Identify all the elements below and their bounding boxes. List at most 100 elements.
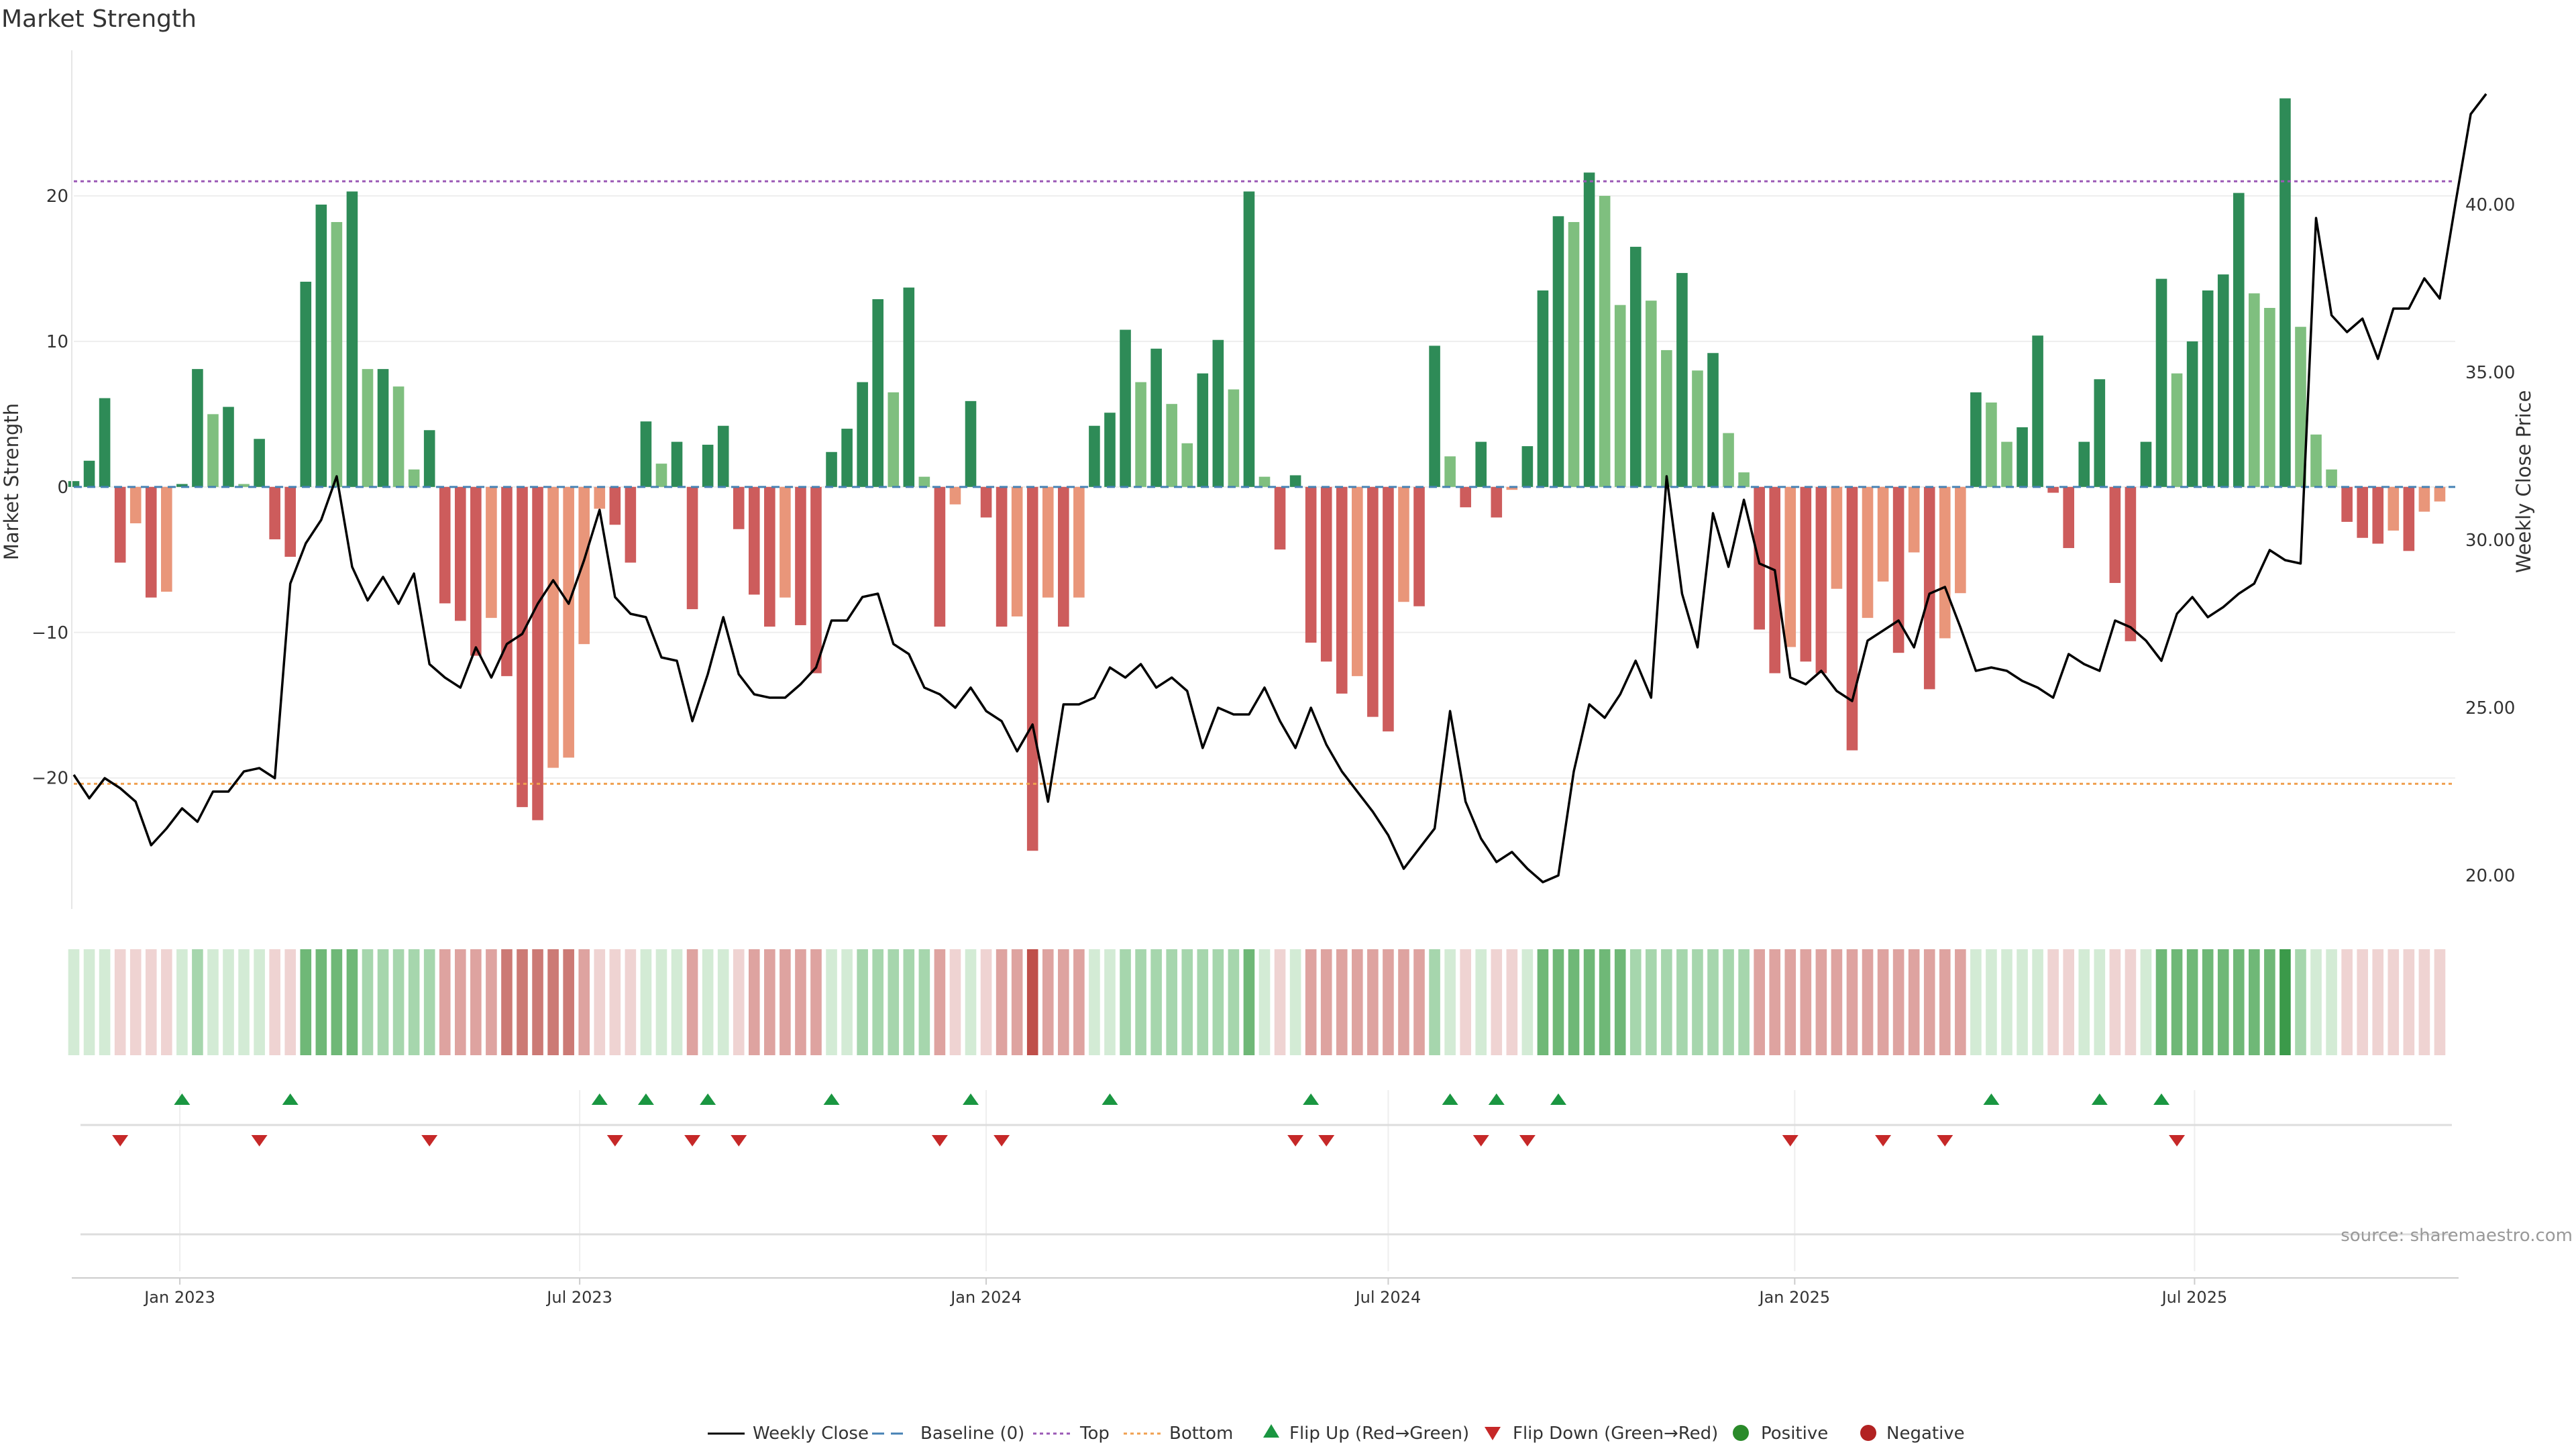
heat-cell [702,949,714,1055]
strength-bar [1228,389,1240,487]
heat-cell [841,949,853,1055]
left-axis-label: Market Strength [0,403,23,560]
flip-down-marker [1937,1135,1953,1146]
heat-cell [980,949,992,1055]
flip-up-marker [963,1093,979,1105]
strength-bar [609,486,621,525]
heat-cell [2078,949,2090,1055]
heat-cell [1367,949,1379,1055]
strength-bar [949,486,961,504]
strength-bar [717,425,729,487]
heat-cell [594,949,606,1055]
strength-bar [1629,246,1642,487]
strength-bar [362,369,374,487]
legend-swatch [1860,1425,1876,1441]
strength-bar [1646,301,1657,487]
heat-cell [254,949,265,1055]
heat-cell [99,949,111,1055]
heat-cell [1320,949,1332,1055]
heat-cell [1692,949,1703,1055]
strength-bar [1707,353,1719,487]
heat-cell [1723,949,1734,1055]
strength-bar [1305,486,1317,643]
heat-cell [423,949,435,1055]
heat-cell [1491,949,1503,1055]
strength-bar [1089,425,1100,487]
heat-cell [826,949,837,1055]
heat-cell [238,949,250,1055]
flip-down-marker [251,1135,268,1146]
strength-bar [2032,335,2043,487]
strength-bar [1986,402,1997,487]
flip-down-marker [1782,1135,1799,1146]
heat-cell [1336,949,1348,1055]
heat-cell [517,949,528,1055]
heat-cell [655,949,667,1055]
strength-bar [1058,486,1069,627]
heat-cell [1568,949,1580,1055]
heat-cell [857,949,868,1055]
strength-bar [423,430,435,487]
strength-bar [2249,293,2260,487]
strength-bar [888,392,900,487]
heat-cell [501,949,513,1055]
flip-down-marker [1519,1135,1536,1146]
strength-bar [1197,373,1209,487]
heat-cell [1923,949,1935,1055]
left-axis: 20 10 0 −10 −20 [32,50,72,909]
strength-bar [2109,486,2121,584]
heat-cell [1181,949,1193,1055]
heat-cell [2094,949,2106,1055]
flip-up-marker [591,1093,608,1105]
heat-cell [1614,949,1626,1055]
heat-cell [1228,949,1240,1055]
strength-bar [1614,305,1626,487]
heat-cell [1212,949,1224,1055]
strength-bar [733,486,745,529]
flip-down-marker [731,1135,747,1146]
heat-cell [439,949,451,1055]
flip-up-marker [1488,1093,1505,1105]
heat-cell [1537,949,1549,1055]
heat-cell [2155,949,2167,1055]
strength-bar [841,429,853,487]
strength-bar [640,421,652,487]
strength-bar [1212,339,1224,487]
strength-bar [2310,434,2322,487]
heat-cell [1769,949,1781,1055]
heat-cell [2279,949,2291,1055]
strength-bar [1026,486,1038,851]
heat-cell [2264,949,2275,1055]
level-lines [74,180,2455,785]
heat-cell [1521,949,1534,1055]
strength-bar [1135,382,1146,487]
strength-bar [2217,274,2229,487]
strength-bar [1552,216,1564,487]
flip-up-marker [700,1093,716,1105]
strength-bar [315,204,327,487]
heat-cell [903,949,915,1055]
strength-bar [1444,456,1456,487]
x-tick-label: Jan 2024 [949,1288,1022,1307]
strength-bar [2434,486,2446,502]
strength-bar [2387,486,2400,531]
strength-bar [1320,486,1332,662]
heat-cell [346,949,358,1055]
strength-bar [486,486,497,619]
strength-bar [826,451,837,487]
strength-bar [1475,441,1487,487]
strength-bar [145,486,157,598]
strength-bar [578,486,590,645]
heat-cell [2202,949,2214,1055]
heat-cell [377,949,389,1055]
strength-bar [331,222,343,487]
strength-heat-strip [68,949,2446,1055]
heat-cell [1258,949,1271,1055]
right-tick-label: 30.00 [2465,531,2515,551]
strength-bar [2279,98,2291,487]
heat-cell [1042,949,1054,1055]
heat-cell [176,949,188,1055]
flip-down-marker [1287,1135,1304,1146]
strength-bar [1166,404,1177,487]
heat-cell [2063,949,2074,1055]
